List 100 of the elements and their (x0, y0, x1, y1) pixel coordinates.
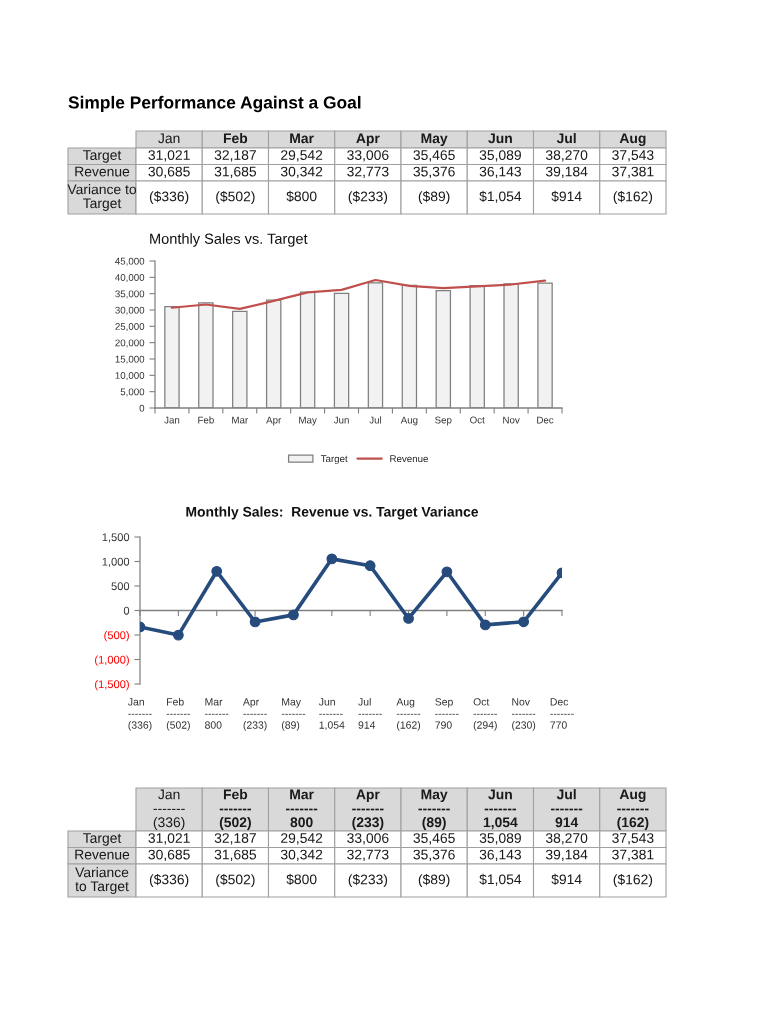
legend-label: Revenue (390, 455, 428, 463)
category-label: Apr (356, 133, 380, 146)
text: 33,006 (347, 833, 389, 845)
point (249, 616, 261, 628)
text: 30,685 (148, 166, 190, 179)
y-tick-label: 10,000 (115, 372, 145, 381)
text: ($162) (613, 873, 653, 888)
text: 37,381 (612, 849, 654, 862)
x-tick-label: Jan (164, 416, 180, 424)
text: 29,542 (281, 150, 323, 162)
line-series (170, 278, 547, 310)
text: 31,021 (148, 150, 190, 162)
category-label: Jul ------- 914 (550, 789, 583, 828)
x-tick-label: Nov (503, 416, 520, 424)
text: 35,376 (413, 849, 455, 862)
y-tick-label: 45,000 (115, 257, 145, 266)
category-label: Target (83, 833, 122, 846)
y-tick-label: 0 (123, 606, 130, 615)
x-tick-label: Apr (266, 416, 282, 426)
x-tick-label: Oct (470, 416, 485, 424)
text: 30,685 (148, 849, 190, 862)
x-tick-label: May ------- (89) (281, 698, 306, 731)
x-tick-label: Aug ------- (162) (396, 698, 421, 731)
text: ($162) (613, 190, 653, 205)
text: 39,184 (545, 849, 588, 862)
x-tick-label: Aug (400, 416, 418, 426)
y-tick-label: 0 (139, 404, 145, 412)
category-label: Feb (223, 133, 248, 144)
text: 35,089 (479, 150, 521, 162)
category-label: Jun (488, 133, 512, 144)
chart-title: Monthly Sales vs. Target (150, 233, 308, 247)
text: 37,543 (612, 833, 654, 845)
point (211, 565, 223, 577)
category-label: Apr ------- (233) (352, 789, 384, 830)
text: ($233) (348, 190, 388, 205)
y-tick-label: 500 (111, 582, 130, 591)
y-tick-label: 30,000 (115, 306, 145, 315)
text: $800 (286, 873, 317, 886)
text: 30,342 (280, 166, 323, 179)
text: 37,381 (612, 166, 654, 179)
text: $1,054 (479, 190, 522, 203)
text: 31,685 (214, 166, 257, 179)
point (326, 553, 338, 565)
text: ($502) (216, 190, 255, 205)
x-tick-label: Feb (198, 416, 214, 424)
text: $1,054 (479, 873, 522, 886)
category-label: Variance to Target (67, 184, 137, 211)
text: ($89) (418, 190, 450, 205)
text: 32,773 (347, 166, 389, 179)
x-tick-label: Jul ------- 914 (358, 697, 382, 729)
category-label: Jul (556, 133, 576, 144)
text: 30,342 (280, 849, 323, 862)
y-tick-label: 20,000 (115, 339, 145, 348)
y-tick-label: 5,000 (120, 388, 145, 397)
point (403, 613, 414, 624)
point (288, 609, 299, 621)
x-tick-label: Jun ------- 1,054 (318, 698, 345, 730)
x-tick-label: Jul (369, 416, 382, 424)
text: $800 (286, 190, 317, 203)
text: ($89) (418, 873, 450, 888)
text: 32,773 (347, 849, 389, 862)
category-label: Jun ------- 1,054 (483, 789, 518, 830)
category-label: May ------- (89) (418, 789, 450, 830)
category-label: Mar (290, 133, 314, 144)
text: 35,089 (479, 833, 521, 845)
text: 37,543 (612, 150, 654, 162)
x-tick-label: Dec (537, 416, 554, 424)
text: 35,376 (413, 166, 455, 179)
point (441, 566, 453, 578)
y-tick-label: (500) (104, 630, 129, 642)
x-tick-label: Apr ------- (233) (242, 698, 267, 731)
text: ($336) (149, 190, 189, 205)
y-tick-label: (1,000) (95, 655, 129, 666)
text: 32,187 (214, 150, 256, 162)
text: ($233) (348, 873, 388, 888)
category-label: May (421, 133, 448, 146)
y-tick-label: 15,000 (115, 355, 145, 364)
x-tick-label: Feb ------- (502) (166, 697, 191, 731)
text: 31,685 (214, 849, 257, 862)
category-label: Mar ------- 800 (285, 789, 318, 828)
category-label: Variance to Target (75, 867, 129, 894)
text: 36,143 (479, 166, 522, 179)
point (364, 560, 376, 572)
point (479, 619, 491, 631)
category-label: Jan (158, 133, 180, 144)
text: 38,270 (545, 150, 588, 162)
category-label: Target (83, 150, 122, 163)
text: $914 (551, 873, 582, 886)
text: 32,187 (214, 833, 256, 845)
text: 38,270 (545, 833, 588, 845)
text: 36,143 (479, 849, 522, 862)
point (172, 629, 184, 641)
x-tick-label: Mar ------- 800 (205, 698, 229, 729)
category-label: Revenue (75, 849, 130, 860)
category-label: Feb ------- (502) (219, 789, 252, 830)
x-tick-label: Dec ------- 770 (550, 698, 574, 729)
text: 35,465 (413, 833, 455, 845)
point (518, 616, 530, 628)
text: 39,184 (545, 166, 588, 179)
legend-label: Target (320, 455, 348, 465)
